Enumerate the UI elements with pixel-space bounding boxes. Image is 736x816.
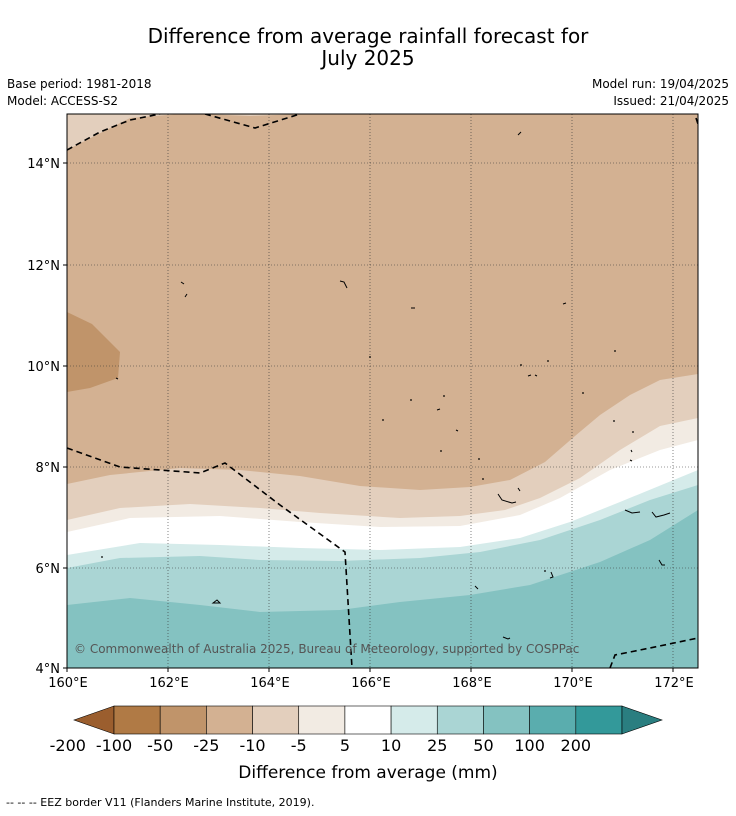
island <box>184 293 188 298</box>
island <box>436 408 441 411</box>
band-minus100-to-minus50 <box>67 312 120 392</box>
colorbar-extend-high <box>621 705 663 735</box>
island <box>339 280 348 289</box>
band-minus50-to-minus25 <box>67 114 698 490</box>
lon-tick-label: 172°E <box>654 676 694 691</box>
island <box>629 449 633 462</box>
model-run: Model run: 19/04/2025 <box>591 77 729 91</box>
colorbar-extend-low <box>73 705 115 735</box>
colorbar-swatch <box>206 705 253 735</box>
base-period: Base period: 1981-2018 <box>7 77 152 91</box>
longitude-axis: 160°E 162°E 164°E 166°E 168°E 170°E 172°… <box>48 668 694 691</box>
island <box>517 487 521 492</box>
colorbar-swatch <box>113 705 161 735</box>
colorbar-tick-label: 200 <box>561 736 592 755</box>
island <box>502 636 511 640</box>
island <box>527 374 538 377</box>
lon-tick-label: 160°E <box>48 676 88 691</box>
colorbar-swatch <box>529 705 577 735</box>
model-name: Model: ACCESS-S2 <box>7 94 119 108</box>
colorbar-tick-label: 100 <box>514 736 545 755</box>
eez-footnote: -- -- -- EEZ border V11 (Flanders Marine… <box>6 796 315 809</box>
lat-tick-label: 14°N <box>27 157 60 172</box>
lon-tick-label: 166°E <box>351 676 391 691</box>
island <box>658 559 665 566</box>
lat-tick-label: 6°N <box>36 562 61 577</box>
colorbar-tick-label: 50 <box>473 736 493 755</box>
colorbar-swatch <box>483 705 530 735</box>
copyright-text: © Commonwealth of Australia 2025, Bureau… <box>74 642 579 656</box>
colorbar-tick-label: -100 <box>96 736 132 755</box>
lon-tick-label: 168°E <box>452 676 492 691</box>
colorbar-tick-label: 25 <box>427 736 447 755</box>
island <box>651 511 671 518</box>
colorbar-swatch <box>575 705 623 735</box>
island <box>115 377 119 380</box>
lon-tick-label: 164°E <box>250 676 290 691</box>
issued-date: Issued: 21/04/2025 <box>613 94 729 108</box>
latitude-axis: 14°N 12°N 10°N 8°N 6°N 4°N <box>27 157 67 677</box>
colorbar-swatch <box>159 705 207 735</box>
small-islands <box>101 350 634 572</box>
colorbar-swatch <box>436 705 484 735</box>
colorbar-tick-label: -10 <box>239 736 265 755</box>
colorbar-tick-label: -200 <box>50 736 86 755</box>
colorbar-tick-label: 5 <box>340 736 350 755</box>
island <box>180 281 185 285</box>
island <box>455 429 459 432</box>
island <box>549 571 554 579</box>
lon-tick-label: 162°E <box>149 676 189 691</box>
colorbar-swatch <box>298 705 346 735</box>
island <box>474 585 479 590</box>
colorbar-tick-label: -50 <box>147 736 173 755</box>
lat-tick-label: 12°N <box>27 259 60 274</box>
islands <box>115 131 671 640</box>
island <box>562 302 567 305</box>
colorbar-tick-label: -5 <box>291 736 307 755</box>
island <box>624 509 641 514</box>
island <box>211 599 222 604</box>
colorbar-tick-label: 10 <box>381 736 401 755</box>
lon-tick-label: 170°E <box>553 676 593 691</box>
island <box>517 131 522 136</box>
colorbar-tick-label: -25 <box>193 736 219 755</box>
colorbar-swatch <box>252 705 300 735</box>
chart-title-line1: Difference from average rainfall forecas… <box>147 24 589 48</box>
colorbar-swatch <box>344 705 392 735</box>
colorbar: -200 -100 -50 -25 -10 -5 5 10 25 50 100 200 <box>50 705 663 755</box>
colorbar-swatch <box>390 705 438 735</box>
chart-title-line2: July 2025 <box>321 46 415 70</box>
island <box>497 493 517 504</box>
rainfall-map <box>67 114 698 668</box>
colorbar-title: Difference from average (mm) <box>238 763 497 783</box>
lat-tick-label: 10°N <box>27 360 60 375</box>
lat-tick-label: 4°N <box>36 662 61 677</box>
lat-tick-label: 8°N <box>36 461 61 476</box>
map-frame <box>66 113 699 669</box>
